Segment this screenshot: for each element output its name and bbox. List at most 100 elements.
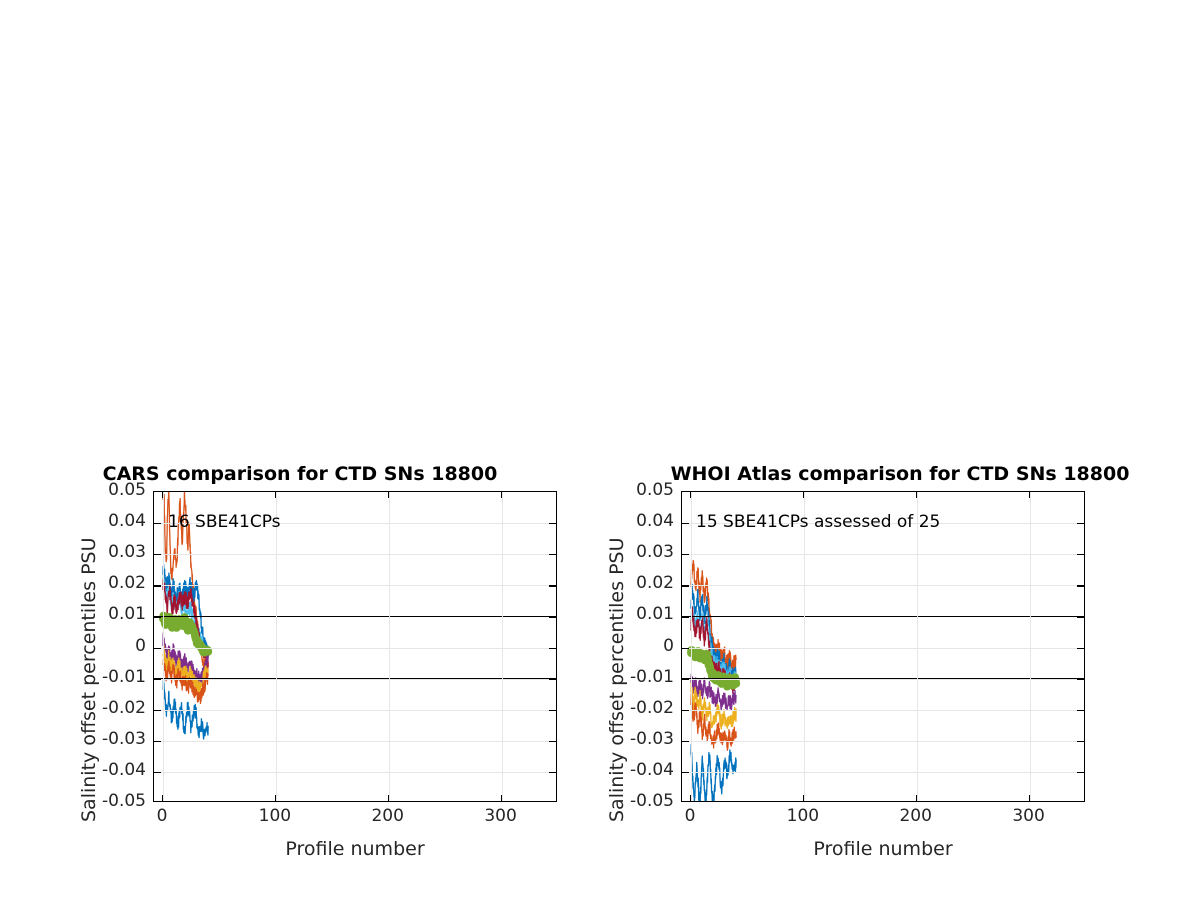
x-axis-tick-label: 100: [786, 806, 820, 826]
x-axis-tick-label: 300: [1012, 806, 1045, 826]
x-tick-mark: [274, 795, 277, 802]
x-axis-label-whoi: Profile number: [813, 838, 953, 860]
x-axis-tick-label: 300: [484, 806, 517, 826]
gridline-horizontal: [682, 771, 1084, 773]
y-axis-tick-label: -0.01: [630, 666, 674, 687]
y-axis-tick-label: -0.05: [102, 791, 146, 811]
y-tick-mark: [154, 554, 161, 556]
x-tick-mark: [802, 795, 805, 802]
gridline-horizontal: [682, 647, 1084, 649]
series-line-orange-lower: [690, 693, 737, 751]
y-tick-mark: [1077, 771, 1084, 774]
y-tick-mark: [1077, 740, 1084, 743]
y-tick-mark: [549, 740, 556, 743]
series-lines-whoi: [687, 559, 741, 801]
y-axis-tick-label: -0.05: [630, 791, 674, 811]
x-axis-tick-label: 100: [258, 806, 292, 826]
y-tick-mark: [549, 523, 556, 525]
y-tick-mark: [154, 523, 161, 525]
panel-title-whoi: WHOI Atlas comparison for CTD SNs 18800: [670, 463, 1130, 485]
y-axis-tick-label: 0.03: [636, 542, 674, 563]
y-tick-mark: [1077, 709, 1084, 711]
x-tick-mark: [1028, 491, 1030, 498]
gridline-vertical: [275, 492, 277, 801]
series-lines-cars: [159, 492, 213, 740]
x-axis-tick-label: 200: [371, 806, 404, 826]
gridline-horizontal: [154, 709, 556, 711]
y-axis-tick-label: 0.02: [636, 573, 674, 594]
panel-title-cars: CARS comparison for CTD SNs 18800: [102, 463, 498, 485]
gridline-horizontal: [682, 585, 1084, 587]
plot-area-whoi: [681, 491, 1085, 802]
y-axis-tick-label: 0.01: [108, 604, 146, 625]
y-tick-mark: [154, 585, 161, 587]
y-tick-mark: [1077, 523, 1084, 525]
series-line-green-median: [159, 611, 213, 657]
y-axis-tick-label: -0.02: [102, 697, 146, 718]
gridline-horizontal: [682, 740, 1084, 742]
gridline-vertical: [916, 492, 918, 801]
series-line-green-median: [687, 646, 741, 691]
x-tick-mark: [500, 491, 502, 498]
y-axis-tick-label: 0.04: [636, 511, 674, 532]
gridline-vertical: [501, 492, 503, 801]
y-axis-tick-label: -0.01: [102, 666, 146, 687]
x-axis-tick-label: 0: [156, 806, 168, 826]
reference-line: [682, 677, 1084, 680]
x-tick-mark: [802, 491, 805, 498]
gridline-horizontal: [154, 585, 556, 587]
y-axis-tick-label: 0.02: [108, 573, 146, 594]
y-tick-mark: [549, 585, 556, 587]
gridline-vertical: [803, 492, 805, 801]
reference-line: [682, 615, 1084, 618]
x-tick-mark: [915, 795, 918, 802]
x-tick-mark: [690, 491, 692, 498]
x-tick-mark: [387, 491, 390, 498]
gridline-horizontal: [682, 709, 1084, 711]
gridline-horizontal: [154, 523, 556, 525]
y-tick-mark: [154, 709, 161, 711]
y-axis-tick-label: -0.03: [630, 728, 674, 749]
x-axis-label-cars: Profile number: [285, 838, 425, 860]
gridline-horizontal: [154, 771, 556, 773]
y-tick-mark: [682, 709, 689, 711]
annotation-whoi: 15 SBE41CPs assessed of 25: [696, 512, 941, 532]
x-tick-mark: [162, 795, 164, 802]
y-axis-tick-label: -0.03: [102, 728, 146, 749]
annotation-cars: 16 SBE41CPs: [168, 512, 281, 532]
gridline-vertical: [388, 492, 390, 801]
gridline-horizontal: [682, 523, 1084, 525]
y-tick-mark: [682, 523, 689, 525]
y-axis-tick-label: 0.03: [108, 542, 146, 563]
gridline-vertical: [691, 492, 693, 801]
y-tick-mark: [154, 647, 161, 649]
y-axis-tick-label: 0: [663, 635, 674, 656]
reference-line: [154, 677, 556, 680]
series-line-lightblue-upper: [162, 576, 209, 661]
gridline-horizontal: [154, 647, 556, 649]
gridline-horizontal: [154, 554, 556, 556]
gridline-horizontal: [154, 740, 556, 742]
chart-panel-whoi: WHOI Atlas comparison for CTD SNs 18800 …: [600, 0, 1200, 900]
y-tick-mark: [1077, 585, 1084, 587]
y-axis-tick-label: -0.04: [630, 759, 674, 780]
series-line-orange-upper: [690, 559, 737, 673]
y-tick-mark: [549, 647, 556, 649]
series-line-blue-lower: [690, 743, 737, 801]
y-axis-tick-label: 0.05: [108, 480, 146, 500]
x-tick-mark: [1028, 795, 1030, 802]
x-tick-mark: [915, 491, 918, 498]
series-line-purple-lower: [690, 673, 737, 711]
x-axis-tick-label: 200: [899, 806, 932, 826]
y-axis-tick-label: 0: [135, 635, 146, 656]
y-tick-mark: [1077, 647, 1084, 649]
chart-panel-cars: CARS comparison for CTD SNs 18800 16 SBE…: [78, 463, 557, 860]
y-tick-mark: [549, 709, 556, 711]
y-axis-tick-label: 0.05: [636, 480, 674, 500]
y-tick-mark: [549, 771, 556, 774]
reference-line: [154, 615, 556, 618]
y-tick-mark: [682, 585, 689, 587]
x-axis-tick-label: 0: [684, 806, 696, 826]
gridline-vertical: [1029, 492, 1031, 801]
y-tick-mark: [549, 554, 556, 556]
